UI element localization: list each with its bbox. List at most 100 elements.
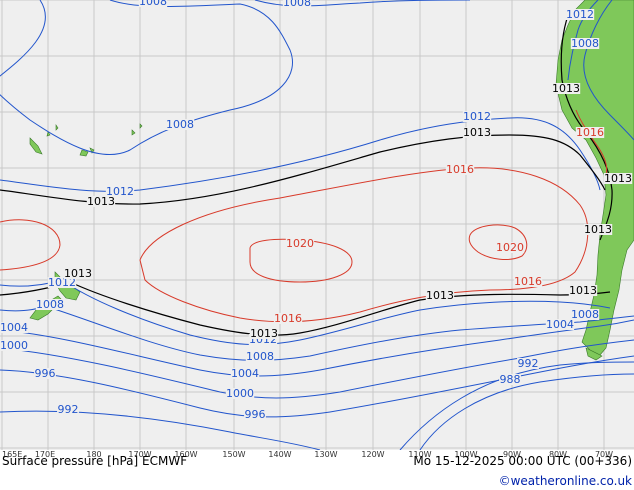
isobar-label-background <box>47 277 77 288</box>
longitude-tick-label: 160W <box>174 450 197 459</box>
longitude-tick-label: 110W <box>408 450 431 459</box>
isobar-1016-coast <box>575 109 608 176</box>
longitude-tick-label: 100W <box>454 450 477 459</box>
isobar-label: 1016 <box>514 275 542 288</box>
isobar-label-background <box>495 242 525 253</box>
isobar-label-background <box>105 186 135 197</box>
longitude-tick-label: 120W <box>361 450 384 459</box>
isobar-label-background <box>57 404 79 415</box>
isobar-1016-central <box>139 167 589 323</box>
isobar-1000-south <box>0 339 634 399</box>
isobar-label: 1013 <box>250 327 278 340</box>
isobar-label: 1013 <box>569 284 597 297</box>
isobar-1012-coast-north <box>567 0 599 81</box>
isobar-label-background <box>568 285 598 296</box>
isobar-label-background <box>248 334 278 345</box>
isobar-label: 1008 <box>36 298 64 311</box>
isobar-label-background <box>63 268 93 279</box>
vanuatu-islands <box>46 124 59 137</box>
isobar-1008-north <box>0 0 293 155</box>
longitude-tick-label: 140W <box>268 450 291 459</box>
isobar-label: 1000 <box>0 339 28 352</box>
isobar-label-background <box>273 313 303 324</box>
isobar-label: 1020 <box>496 241 524 254</box>
isobar-label-background <box>445 164 475 175</box>
isobar-label-background <box>34 368 56 379</box>
isobar-label: 1013 <box>64 267 92 280</box>
isobar-label-background <box>249 328 279 339</box>
isobar-label: 1008 <box>166 118 194 131</box>
longitude-tick-label: 165E <box>2 450 22 459</box>
map-title: Surface pressure [hPa] ECMWF <box>2 454 187 468</box>
isobar-label-background <box>230 368 260 379</box>
isobar-label: 1008 <box>571 308 599 321</box>
isobar-label-background <box>551 83 581 94</box>
isobar-label-background <box>565 9 595 20</box>
isobar-996-south <box>0 355 634 418</box>
longitude-tick-label: 90W <box>503 450 521 459</box>
isobars-high <box>0 109 608 323</box>
isobar-label: 1016 <box>446 163 474 176</box>
isobar-label: 1016 <box>274 312 302 325</box>
isobar-1008-coast <box>583 0 634 141</box>
credit-link[interactable]: ©weatheronline.co.uk <box>499 474 632 488</box>
isobar-label-background <box>570 309 600 320</box>
isobar-label: 1000 <box>226 387 254 400</box>
isobar-label-background <box>225 388 255 399</box>
isobar-label: 1013 <box>426 289 454 302</box>
isobar-label: 1012 <box>106 185 134 198</box>
longitude-tick-label: 170W <box>128 450 151 459</box>
isobar-1020-west <box>249 238 353 283</box>
isobar-label: 1013 <box>463 126 491 139</box>
isobar-label: 1012 <box>48 276 76 289</box>
isobar-label: 1004 <box>231 367 259 380</box>
isobar-label: 1008 <box>246 350 274 363</box>
isobar-1020-east <box>468 224 528 260</box>
isobar-label-background <box>462 127 492 138</box>
isobar-1004-south <box>0 319 634 377</box>
isobar-label-background <box>513 276 543 287</box>
isobar-label-background <box>545 319 575 330</box>
isobar-1016-west <box>0 219 61 271</box>
longitude-tick-label: 70W <box>595 450 613 459</box>
isobar-label: 1016 <box>576 126 604 139</box>
isobar-label-background <box>462 111 492 122</box>
isobar-label-background <box>138 0 168 7</box>
map-background <box>0 0 634 450</box>
isobar-label: 1008 <box>139 0 167 8</box>
isobar-labels: 1008 100810081012101210121008101210081004… <box>0 0 633 421</box>
isobar-label: 988 <box>500 373 521 386</box>
isobar-label: 1004 <box>0 321 28 334</box>
isobar-label-background <box>570 38 600 49</box>
isobar-label-background <box>517 358 539 369</box>
valid-time: Mo 15-12-2025 00:00 UTC (00+336) <box>413 454 632 468</box>
isobar-label: 1020 <box>286 237 314 250</box>
longitude-axis: 165E 170E 180 170W 160W 150W 140W 130W 120W 110W 1… <box>2 450 613 459</box>
isobar-label: 1012 <box>463 110 491 123</box>
tonga-islands <box>131 123 143 136</box>
isobar-label-background <box>165 119 195 130</box>
isobar-label-background <box>35 299 65 310</box>
isobar-label: 1013 <box>552 82 580 95</box>
isobar-label: 1008 <box>571 37 599 50</box>
longitude-tick-label: 80W <box>549 450 567 459</box>
isobar-label-background <box>425 290 455 301</box>
longitude-tick-label: 170E <box>35 450 55 459</box>
isobar-label: 1013 <box>604 172 632 185</box>
new-caledonia-land <box>29 137 43 155</box>
isobar-label: 992 <box>518 357 539 370</box>
isobar-label-background <box>499 374 521 385</box>
isobar-1008-north-west <box>0 0 46 77</box>
isobar-label: 1008 <box>283 0 311 9</box>
isobar-label: 996 <box>245 408 266 421</box>
isobar-label: 996 <box>35 367 56 380</box>
isobar-label-background <box>86 196 116 207</box>
isobar-992-south-east <box>399 361 634 451</box>
isobar-label-background <box>285 238 315 249</box>
longitude-tick-label: 180 <box>86 450 101 459</box>
isobar-label-background <box>603 173 633 184</box>
footer-bar <box>0 450 634 490</box>
isobar-label-background <box>575 127 605 138</box>
isobar-label: 1013 <box>584 223 612 236</box>
